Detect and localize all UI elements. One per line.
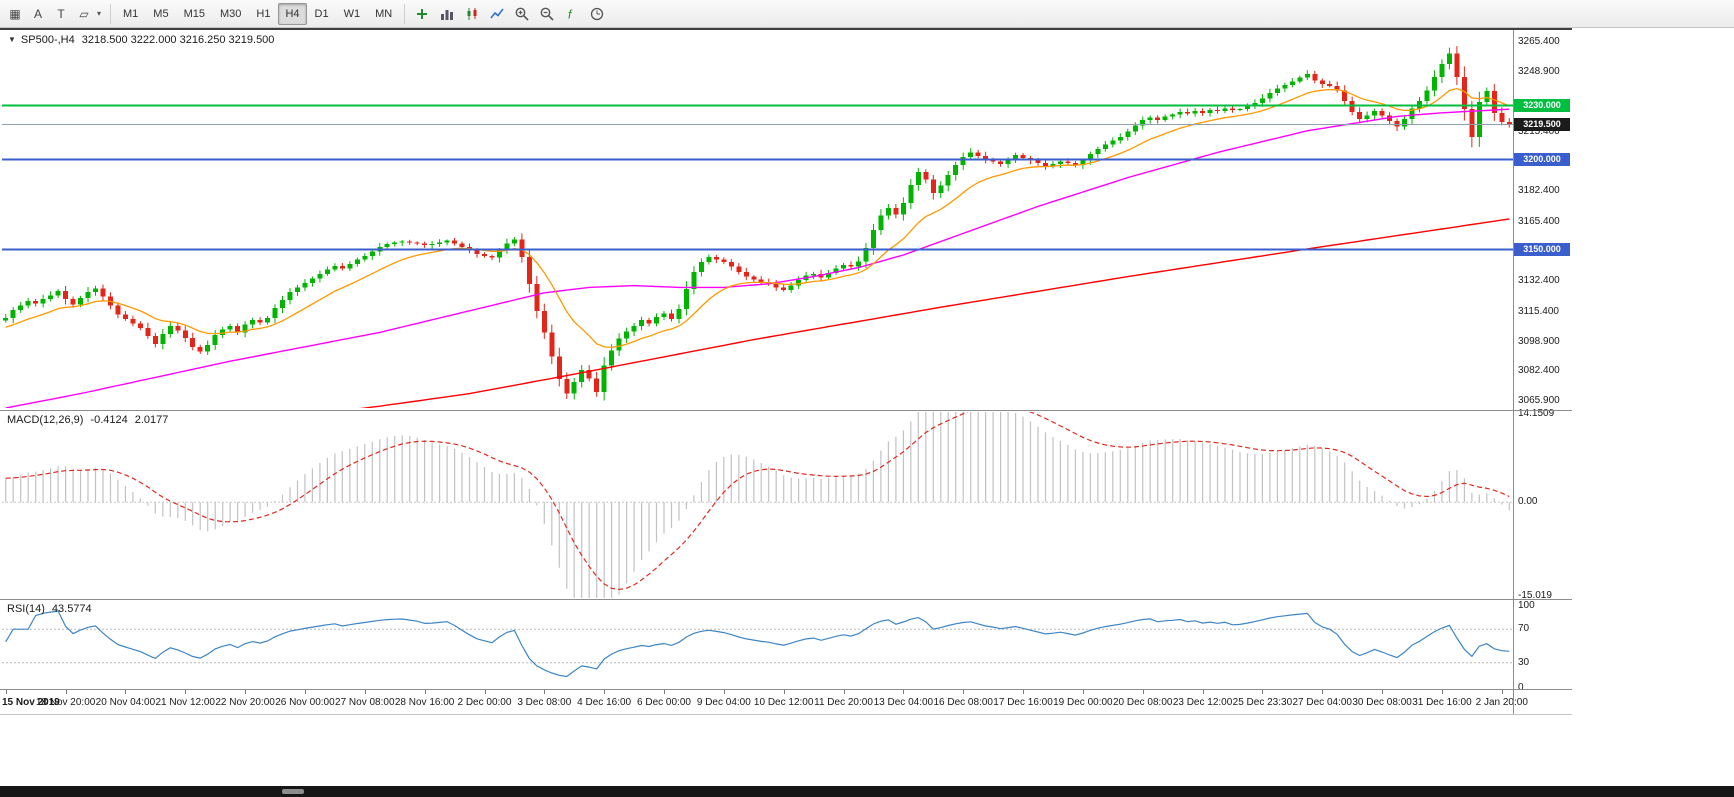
toolbar: ▦ A T ▱ ▾ M1 M5 M15 M30 H1 H4 D1 W1 MN f [0, 0, 1734, 28]
rsi-value: 43.5774 [51, 603, 92, 615]
main-chart-plot[interactable] [2, 30, 1513, 408]
macd-panel-plot[interactable] [2, 412, 1513, 598]
rsi-panel-plot[interactable] [2, 601, 1513, 689]
bar-chart-icon[interactable] [435, 3, 459, 25]
timeframe-button-h4[interactable]: H4 [278, 2, 307, 25]
time-axis[interactable] [0, 690, 1572, 714]
new-order-icon[interactable] [410, 3, 434, 25]
line-chart-icon[interactable] [485, 3, 509, 25]
panel-separator-rsi[interactable] [0, 599, 1572, 600]
timeframe-button-m15[interactable]: M15 [183, 7, 205, 20]
chart-window-bottom-border [0, 714, 1572, 715]
auto-scroll-icon[interactable] [585, 3, 609, 25]
timeframe-button-m1[interactable]: M1 [123, 7, 139, 20]
timeframe-button-w1[interactable]: W1 [343, 7, 361, 20]
chart-title: ▼ SP500-,H4 3218.500 3222.000 3216.250 321… [8, 34, 274, 46]
toolbar-right-group: f [410, 3, 609, 25]
price-axis[interactable] [1513, 30, 1572, 690]
time-axis-border [0, 689, 1572, 690]
timeframe-button-m5[interactable]: M5 [153, 7, 169, 20]
chart-symbol-period: SP500-,H4 [20, 34, 75, 46]
chart-grid-icon[interactable]: ▦ [9, 6, 21, 21]
macd-value: -0.4124 [90, 414, 128, 426]
rsi-indicator-title: RSI(14) 43.5774 [7, 603, 92, 615]
indicators-icon[interactable]: f [560, 3, 584, 25]
horizontal-scrollbar[interactable] [0, 786, 1734, 797]
timeframe-toolbar: M1 M5 M15 M30 H1 H4 D1 W1 MN [116, 2, 399, 25]
scrollbar-thumb[interactable] [282, 789, 304, 794]
timeframe-button-m30[interactable]: M30 [219, 7, 242, 20]
svg-text:f: f [568, 7, 573, 21]
chart-window-top-border [0, 28, 1572, 30]
zoom-out-icon[interactable] [535, 3, 559, 25]
rsi-label: RSI(14) [7, 603, 45, 615]
macd-label: MACD(12,26,9) [7, 414, 84, 426]
timeframe-button-mn[interactable]: MN [375, 7, 393, 20]
timeframe-button-h1[interactable]: H1 [256, 7, 271, 20]
chart-ohlc-values: 3218.500 3222.000 3216.250 3219.500 [81, 34, 275, 46]
text-tool-icon[interactable]: A [33, 6, 42, 21]
macd-indicator-title: MACD(12,26,9) -0.4124 2.0177 [7, 414, 168, 426]
price-axis-border [1513, 30, 1514, 714]
candlestick-chart-icon[interactable] [460, 3, 484, 25]
macd-signal-value: 2.0177 [134, 414, 169, 426]
shapes-tool-icon[interactable]: ▱ [79, 6, 89, 21]
timeframe-button-d1[interactable]: D1 [314, 7, 329, 20]
shapes-dropdown-caret-icon[interactable]: ▾ [97, 9, 102, 18]
zoom-in-icon[interactable] [510, 3, 534, 25]
panel-separator-macd[interactable] [0, 410, 1572, 411]
label-tool-icon[interactable]: T [57, 6, 65, 21]
toolbar-left-group: ▦ A T ▱ ▾ [4, 3, 105, 25]
chart-menu-icon[interactable]: ▼ [8, 35, 16, 44]
toolbar-separator [404, 3, 406, 24]
toolbar-separator [110, 3, 112, 24]
